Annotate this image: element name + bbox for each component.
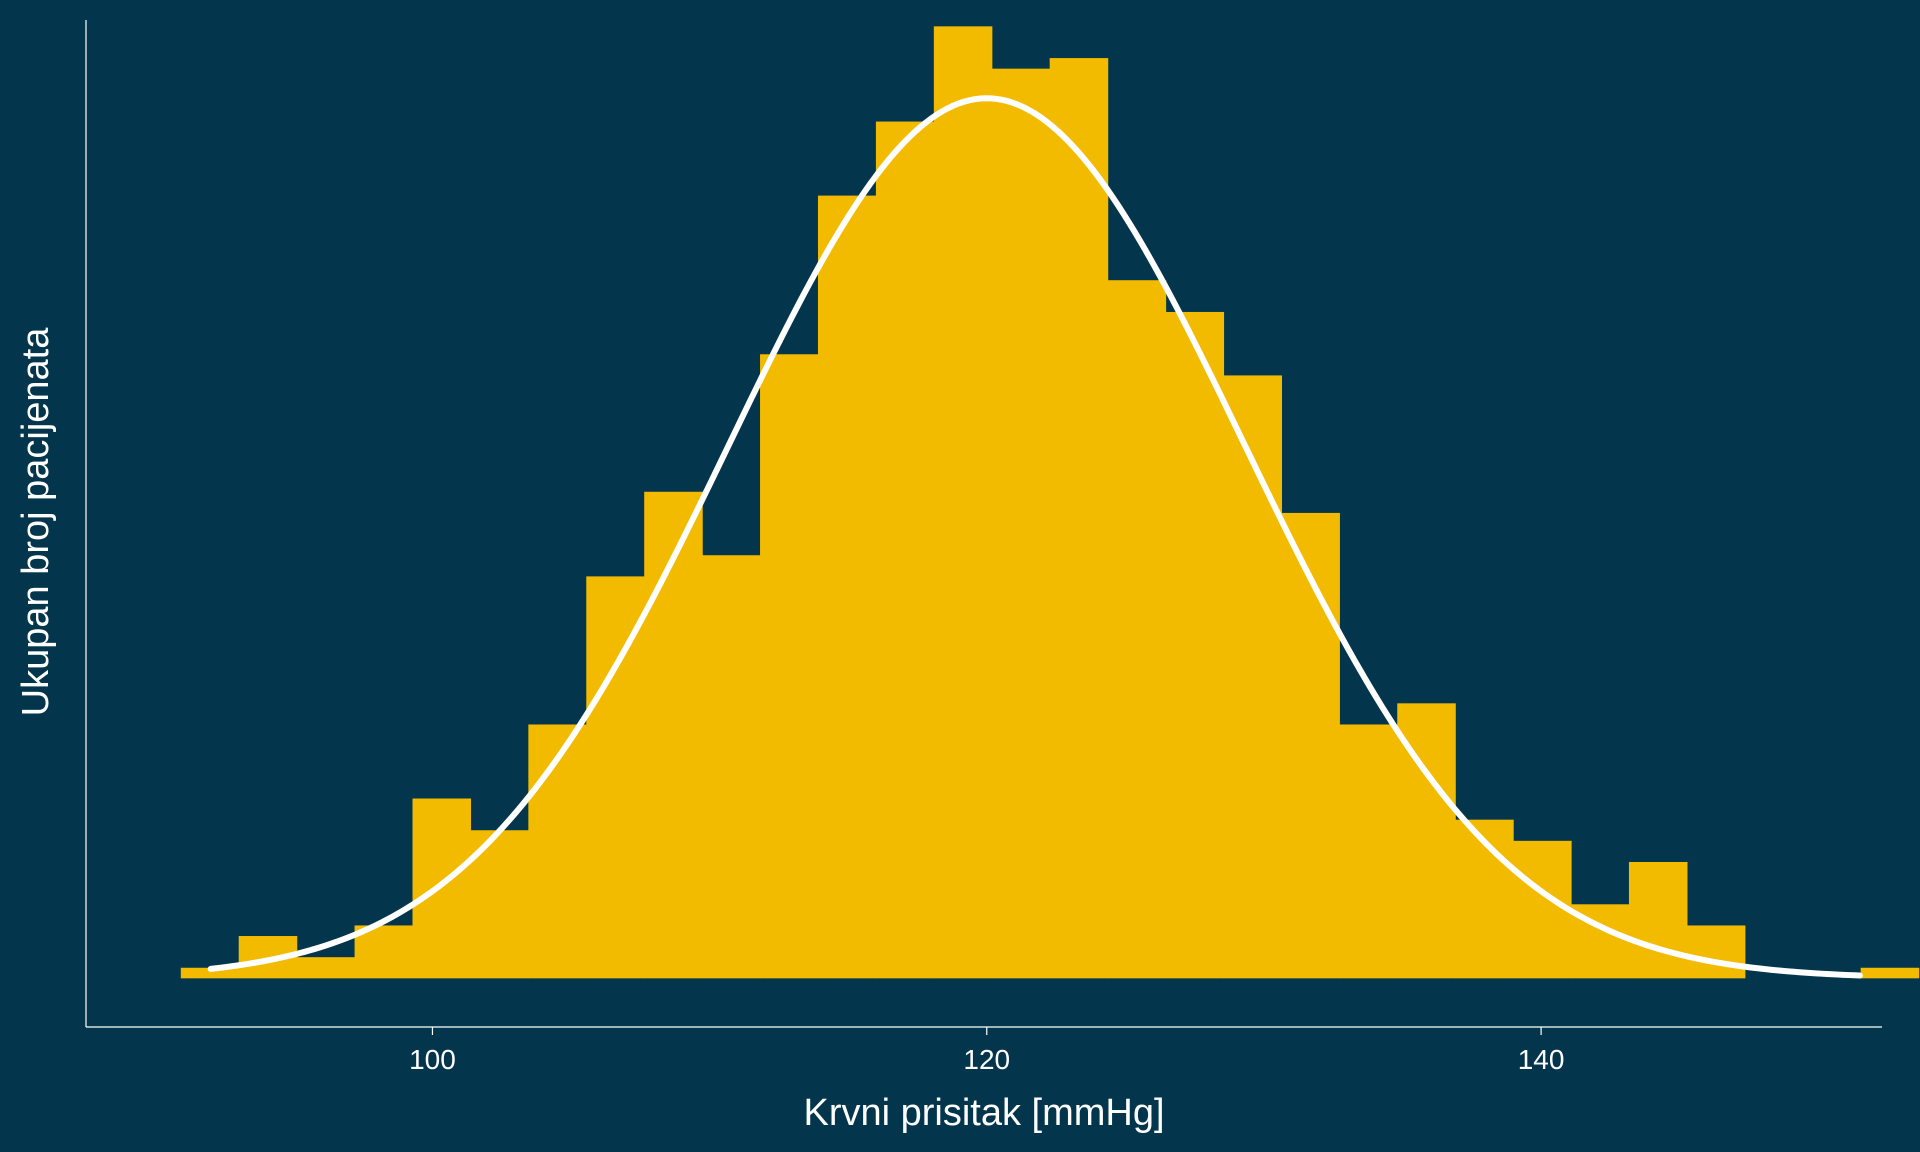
x-axis-title: Krvni prisitak [mmHg] bbox=[803, 1092, 1164, 1134]
x-tick-label: 140 bbox=[1518, 1044, 1565, 1075]
histogram-bar bbox=[991, 68, 1051, 979]
histogram-bar bbox=[933, 26, 993, 979]
histogram-bar bbox=[1513, 840, 1572, 979]
histogram-bar bbox=[702, 555, 761, 979]
histogram-bar bbox=[1628, 861, 1688, 979]
histogram-bar bbox=[180, 967, 240, 979]
histogram-bar bbox=[412, 798, 472, 979]
histogram-bar bbox=[1339, 724, 1398, 979]
histogram-bar bbox=[644, 491, 703, 979]
histogram-bar bbox=[470, 830, 529, 979]
histogram-bar bbox=[1223, 375, 1282, 979]
histogram-bar bbox=[875, 121, 935, 979]
x-tick-label: 100 bbox=[409, 1044, 456, 1075]
histogram-bar bbox=[1107, 280, 1167, 979]
bars-group bbox=[180, 26, 1920, 979]
histogram-bar bbox=[817, 195, 877, 979]
histogram-bar bbox=[760, 354, 819, 979]
histogram-bar bbox=[1860, 967, 1920, 979]
histogram-bar bbox=[1165, 311, 1225, 979]
x-ticks-group: 100 120 140 bbox=[409, 1027, 1564, 1075]
histogram-bar bbox=[354, 925, 414, 979]
histogram-bar bbox=[1281, 512, 1340, 979]
histogram-bar bbox=[586, 576, 645, 979]
normal-fit-curve bbox=[207, 95, 1863, 979]
y-axis-title: Ukupan broj pacijenata bbox=[15, 327, 57, 717]
x-tick-label: 120 bbox=[963, 1044, 1010, 1075]
histogram-bar bbox=[1686, 925, 1746, 979]
histogram-bar bbox=[296, 957, 356, 979]
histogram-bar bbox=[528, 724, 587, 979]
histogram-bar bbox=[1049, 58, 1109, 979]
